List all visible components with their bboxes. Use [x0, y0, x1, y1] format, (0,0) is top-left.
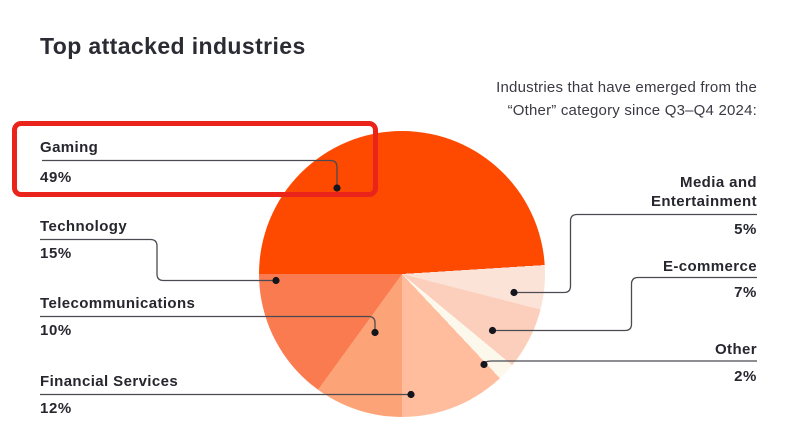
label-other-name: Other — [714, 341, 757, 358]
label-media-entertainment-name: Media and Entertainment — [650, 174, 757, 210]
label-financial-services-value: 12% — [40, 400, 72, 417]
label-ecommerce-value: 7% — [734, 284, 757, 301]
gaming-highlight-box — [12, 121, 378, 197]
leader-line-media-entertainment — [517, 213, 757, 294]
label-financial-services-name: Financial Services — [40, 373, 179, 390]
label-gaming-value: 49% — [40, 169, 72, 186]
label-technology-value: 15% — [40, 245, 72, 262]
emerged-note: Industries that have emerged from the “O… — [496, 79, 757, 119]
label-telecommunications-name: Telecommunications — [40, 295, 196, 312]
label-telecommunications-value: 10% — [40, 322, 72, 339]
label-media-entertainment-value: 5% — [734, 221, 757, 238]
label-gaming-name: Gaming — [40, 139, 99, 156]
leader-line-other — [483, 360, 757, 365]
label-technology-name: Technology — [40, 218, 128, 235]
label-ecommerce-name: E-commerce — [662, 258, 757, 275]
leader-line-technology — [40, 238, 273, 282]
page-title: Top attacked industries — [40, 33, 306, 59]
label-other-value: 2% — [734, 368, 757, 385]
